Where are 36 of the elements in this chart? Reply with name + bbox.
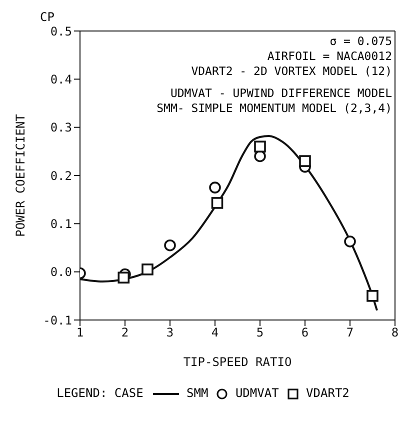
point	[344, 236, 356, 248]
x-tick-label: 6	[301, 326, 309, 340]
annotation: AIRFOIL = NACA0012	[266, 49, 392, 64]
legend-label: UDMVAT	[234, 386, 279, 400]
y-tick-label: 0.0	[50, 265, 72, 280]
y-tick-label: 0.2	[50, 168, 72, 183]
legend-title: LEGEND: CASE	[56, 386, 144, 400]
annotation: SMM- SIMPLE MOMENTUM MODEL (2,3,4)	[156, 101, 392, 116]
y-tick-label: -0.1	[43, 313, 72, 328]
y-tick-label: 0.5	[50, 24, 72, 38]
text: CP	[40, 10, 54, 24]
point	[142, 264, 154, 276]
point	[366, 290, 378, 302]
y-axis-title: POWER COEFFICIENT	[13, 114, 28, 237]
point	[164, 239, 176, 252]
x-tick-label: 3	[166, 326, 174, 340]
x-tick-label: 5	[256, 326, 264, 340]
y-tick-label: 0.4	[50, 72, 72, 86]
point	[118, 272, 130, 284]
x-tick-label: 2	[121, 326, 129, 340]
point	[211, 197, 224, 209]
annotation: UDMVAT - UPWIND DIFFERENCE MODEL	[169, 86, 392, 101]
x-tick-label: 7	[346, 326, 354, 340]
point	[254, 140, 266, 152]
x-axis-title: TIP-SPEED RATIO	[183, 355, 292, 369]
annotation: VDART2 - 2D VORTEX MODEL (12)	[190, 64, 392, 79]
point	[299, 155, 311, 167]
legend-label: VDART2	[305, 386, 350, 400]
x-tick-label: 8	[391, 326, 399, 340]
x-tick-label: 4	[211, 326, 219, 340]
y-tick-label: 0.3	[50, 120, 72, 135]
point	[209, 182, 221, 194]
y-tick-label: 0.1	[50, 216, 72, 231]
x-tick-label: 1	[76, 326, 84, 340]
annotation: σ = 0.075	[328, 34, 392, 49]
legend-label: SMM	[186, 386, 208, 400]
